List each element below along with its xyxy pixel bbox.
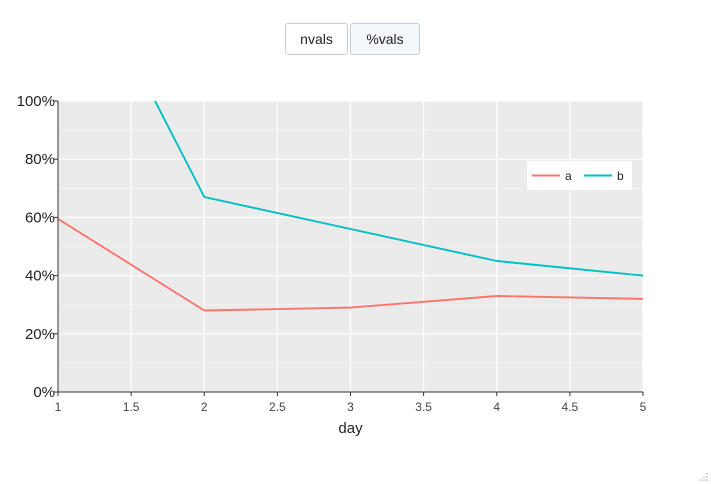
y-tick-label: 20% [25, 326, 55, 343]
legend-label-b: b [617, 169, 624, 183]
resize-grip-icon[interactable] [700, 473, 708, 481]
x-tick-label: 5 [640, 400, 647, 414]
x-tick-label: 1.5 [123, 400, 140, 414]
x-tick-label: 2.5 [269, 400, 286, 414]
x-tick-label: 3.5 [415, 400, 432, 414]
x-tick-label: 4 [493, 400, 500, 414]
y-tick-label: 0% [33, 384, 55, 401]
x-tick-label: 2 [201, 400, 208, 414]
series-line-a [58, 218, 643, 312]
percent-vals-button[interactable]: %vals [350, 23, 420, 55]
x-axis-label: day [338, 420, 363, 437]
y-tick-label: 100% [17, 93, 55, 110]
y-tick-label: 80% [25, 151, 55, 168]
y-tick-label: 60% [25, 209, 55, 226]
x-tick-label: 4.5 [562, 400, 579, 414]
value-mode-toggle: nvals %vals [285, 23, 420, 55]
nvals-button[interactable]: nvals [285, 23, 348, 55]
legend-label-a: a [565, 169, 572, 183]
series-line-b [153, 101, 643, 277]
y-tick-label: 40% [25, 268, 55, 285]
x-tick-label: 3 [347, 400, 354, 414]
x-tick-label: 1 [55, 400, 62, 414]
